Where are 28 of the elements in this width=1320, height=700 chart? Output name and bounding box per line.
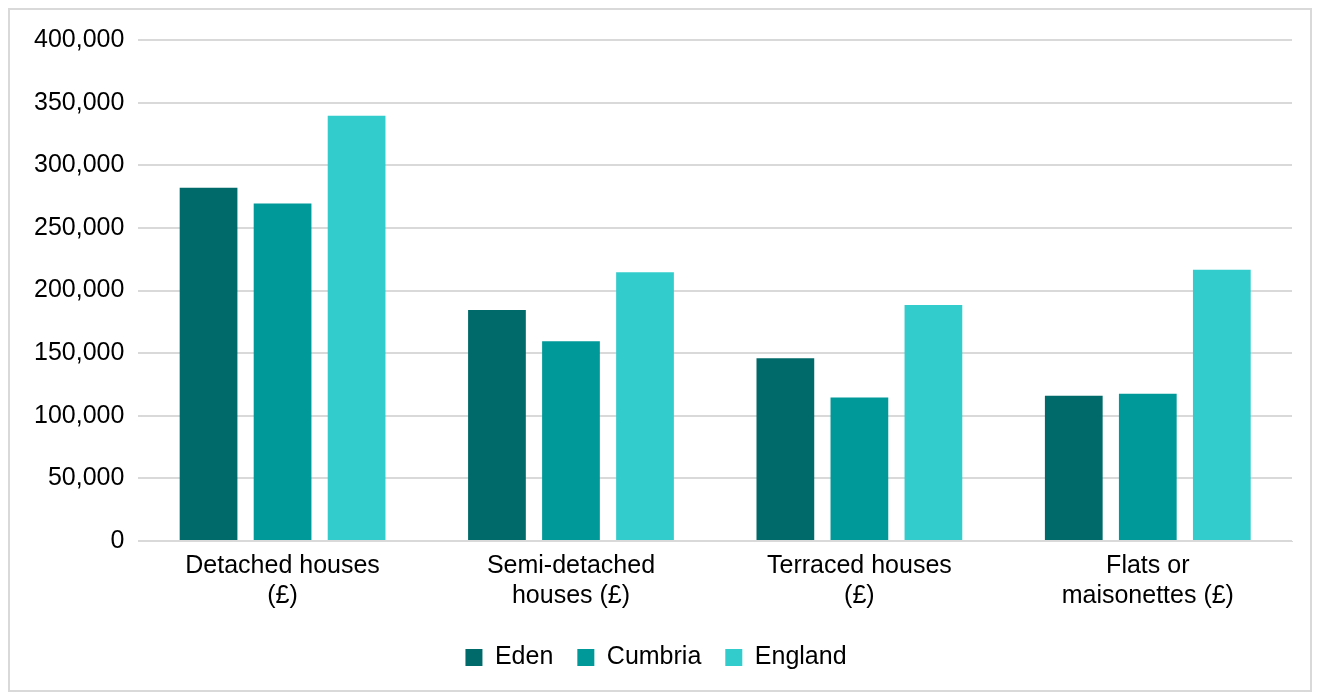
legend-label: Cumbria [606, 641, 702, 670]
y-tick-label: 400,000 [33, 23, 125, 52]
y-tick-label: 0 [110, 524, 125, 553]
bar [904, 304, 963, 540]
bar [327, 115, 386, 540]
bar [542, 341, 600, 540]
y-tick-label: 150,000 [33, 337, 125, 366]
y-tick-label: 200,000 [33, 274, 125, 303]
y-tick-label: 100,000 [33, 399, 125, 428]
y-tick-label: 350,000 [33, 86, 125, 115]
legend-label: Eden [494, 641, 554, 670]
bar [616, 272, 674, 540]
bar [756, 358, 815, 540]
y-tick-label: 300,000 [33, 149, 125, 178]
bar [1118, 393, 1177, 540]
x-tick-label: Flats or maisonettes (£) [1061, 549, 1234, 608]
bar [1044, 395, 1103, 540]
bar [253, 203, 312, 540]
bar [179, 187, 238, 540]
bar [1192, 269, 1251, 540]
bar [830, 397, 889, 540]
legend-label: England [754, 641, 847, 670]
x-tick-label: Detached houses (£) [185, 549, 380, 608]
x-tick-label: Semi-detached houses (£) [486, 549, 656, 608]
y-tick-label: 250,000 [33, 211, 125, 240]
bar [468, 309, 526, 540]
y-tick-label: 50,000 [47, 462, 125, 491]
x-tick-label: Terraced houses (£) [766, 549, 952, 608]
